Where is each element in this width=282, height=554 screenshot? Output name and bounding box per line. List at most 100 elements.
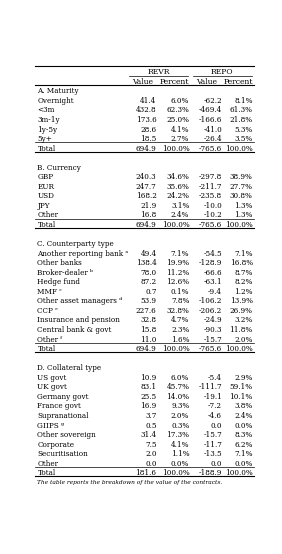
Text: -469.4: -469.4: [199, 106, 222, 115]
Text: Other: Other: [38, 460, 58, 468]
Text: -10.0: -10.0: [203, 202, 222, 210]
Text: Corporate: Corporate: [38, 440, 74, 449]
Text: 2.4%: 2.4%: [171, 212, 189, 219]
Text: -10.2: -10.2: [203, 212, 222, 219]
Text: -5.4: -5.4: [208, 374, 222, 382]
Text: 19.9%: 19.9%: [166, 259, 189, 267]
Text: Insurance and pension: Insurance and pension: [38, 316, 120, 325]
Text: 100.0%: 100.0%: [162, 345, 189, 353]
Text: 7.1%: 7.1%: [234, 450, 253, 458]
Text: -106.2: -106.2: [199, 297, 222, 305]
Text: 173.6: 173.6: [136, 116, 157, 124]
Text: 16.9: 16.9: [140, 402, 157, 411]
Text: -4.6: -4.6: [208, 412, 222, 420]
Text: 9.3%: 9.3%: [171, 402, 189, 411]
Text: -7.2: -7.2: [208, 402, 222, 411]
Text: 83.1: 83.1: [140, 383, 157, 391]
Text: 15.8: 15.8: [140, 326, 157, 334]
Text: -26.4: -26.4: [204, 135, 222, 143]
Text: 34.6%: 34.6%: [166, 173, 189, 181]
Text: 3.5%: 3.5%: [234, 135, 253, 143]
Text: -15.7: -15.7: [203, 431, 222, 439]
Text: 100.0%: 100.0%: [225, 145, 253, 152]
Text: -111.7: -111.7: [199, 383, 222, 391]
Text: -765.6: -765.6: [199, 345, 222, 353]
Text: 28.6: 28.6: [140, 126, 157, 134]
Text: 32.8%: 32.8%: [166, 307, 189, 315]
Text: UK govt: UK govt: [38, 383, 67, 391]
Text: 7.5: 7.5: [145, 440, 157, 449]
Text: MMF ᶜ: MMF ᶜ: [38, 288, 62, 296]
Text: -206.2: -206.2: [199, 307, 222, 315]
Text: 432.8: 432.8: [136, 106, 157, 115]
Text: US govt: US govt: [38, 374, 67, 382]
Text: The table reports the breakdown of the value of the contracts.: The table reports the breakdown of the v…: [38, 480, 223, 485]
Text: Percent: Percent: [224, 78, 253, 86]
Text: -166.6: -166.6: [199, 116, 222, 124]
Text: -54.5: -54.5: [204, 250, 222, 258]
Text: 4.1%: 4.1%: [171, 126, 189, 134]
Text: Total: Total: [38, 345, 56, 353]
Text: 16.8: 16.8: [140, 212, 157, 219]
Text: -211.7: -211.7: [199, 183, 222, 191]
Text: 8.2%: 8.2%: [234, 278, 253, 286]
Text: 2.0%: 2.0%: [171, 412, 189, 420]
Text: GBP: GBP: [38, 173, 54, 181]
Text: 5.3%: 5.3%: [234, 126, 253, 134]
Text: 7.1%: 7.1%: [234, 250, 253, 258]
Text: 21.9: 21.9: [140, 202, 157, 210]
Text: 694.9: 694.9: [136, 345, 157, 353]
Text: Other banks: Other banks: [38, 259, 82, 267]
Text: 0.0: 0.0: [145, 460, 157, 468]
Text: Securitisation: Securitisation: [38, 450, 88, 458]
Text: 7.8%: 7.8%: [171, 297, 189, 305]
Text: 4.1%: 4.1%: [171, 440, 189, 449]
Text: 227.6: 227.6: [136, 307, 157, 315]
Text: Other sovereign: Other sovereign: [38, 431, 96, 439]
Text: 32.8: 32.8: [140, 316, 157, 325]
Text: 100.0%: 100.0%: [162, 469, 189, 478]
Text: 0.7: 0.7: [145, 288, 157, 296]
Text: 14.0%: 14.0%: [166, 393, 189, 401]
Text: Other asset managers ᵈ: Other asset managers ᵈ: [38, 297, 123, 305]
Text: 0.0: 0.0: [211, 422, 222, 429]
Text: 0.5: 0.5: [145, 422, 157, 429]
Text: 30.8%: 30.8%: [230, 192, 253, 201]
Text: 100.0%: 100.0%: [225, 469, 253, 478]
Text: -63.1: -63.1: [204, 278, 222, 286]
Text: 2.9%: 2.9%: [234, 374, 253, 382]
Text: 100.0%: 100.0%: [225, 221, 253, 229]
Text: 41.4: 41.4: [140, 97, 157, 105]
Text: -13.5: -13.5: [204, 450, 222, 458]
Text: 35.6%: 35.6%: [166, 183, 189, 191]
Text: 1.6%: 1.6%: [171, 336, 189, 343]
Text: 26.9%: 26.9%: [230, 307, 253, 315]
Text: JPY: JPY: [38, 202, 50, 210]
Text: 0.1%: 0.1%: [171, 288, 189, 296]
Text: 6.0%: 6.0%: [171, 374, 189, 382]
Text: 2.7%: 2.7%: [171, 135, 189, 143]
Text: France govt: France govt: [38, 402, 81, 411]
Text: Total: Total: [38, 469, 56, 478]
Text: -41.0: -41.0: [203, 126, 222, 134]
Text: 3.2%: 3.2%: [234, 316, 253, 325]
Text: 3m-1y: 3m-1y: [38, 116, 60, 124]
Text: 4.7%: 4.7%: [171, 316, 189, 325]
Text: 8.3%: 8.3%: [234, 431, 253, 439]
Text: 3.8%: 3.8%: [234, 402, 253, 411]
Text: 240.3: 240.3: [136, 173, 157, 181]
Text: GIIPS ᵍ: GIIPS ᵍ: [38, 422, 64, 429]
Text: <3m: <3m: [38, 106, 55, 115]
Text: 100.0%: 100.0%: [162, 221, 189, 229]
Text: 18.5: 18.5: [140, 135, 157, 143]
Text: 13.9%: 13.9%: [230, 297, 253, 305]
Text: 38.9%: 38.9%: [230, 173, 253, 181]
Text: 694.9: 694.9: [136, 145, 157, 152]
Text: REVR: REVR: [147, 68, 170, 76]
Text: -128.9: -128.9: [199, 259, 222, 267]
Text: 27.7%: 27.7%: [230, 183, 253, 191]
Text: 1.2%: 1.2%: [234, 288, 253, 296]
Text: 6.0%: 6.0%: [171, 97, 189, 105]
Text: 0.0%: 0.0%: [171, 460, 189, 468]
Text: 168.2: 168.2: [136, 192, 157, 201]
